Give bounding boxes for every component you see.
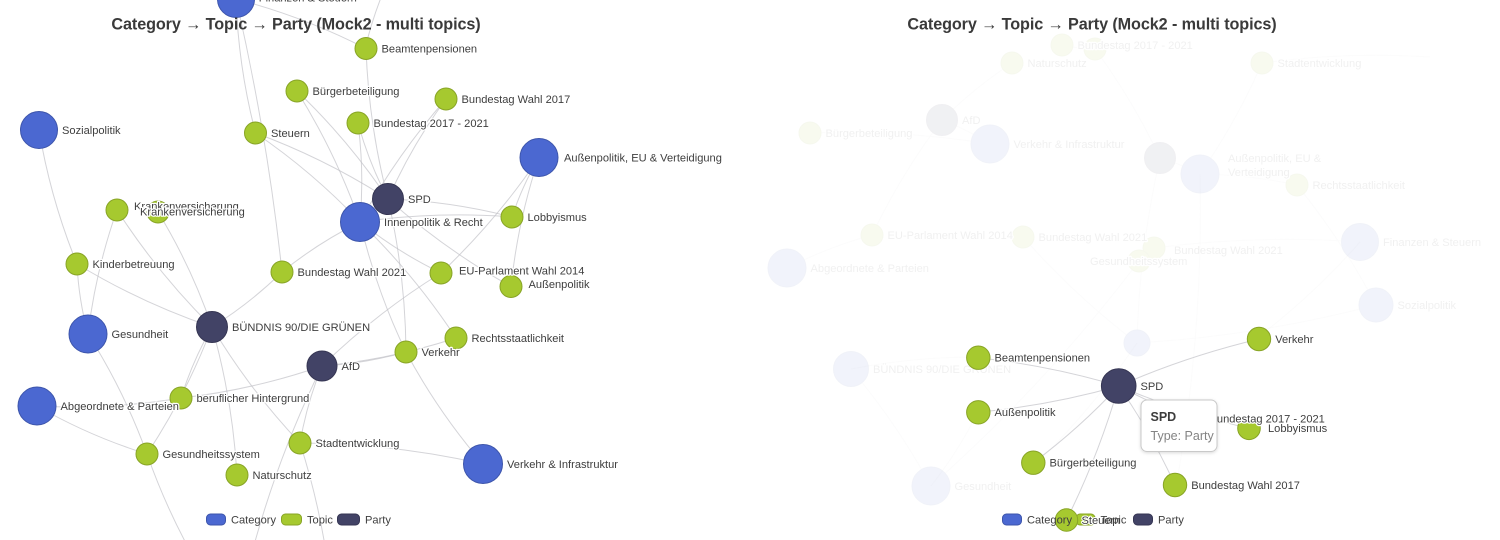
svg-text:Rechtsstaatlichkeit: Rechtsstaatlichkeit [1313, 180, 1406, 192]
svg-text:AfD: AfD [342, 361, 361, 373]
svg-text:Bundestag Wahl 2021: Bundestag Wahl 2021 [1174, 245, 1283, 257]
svg-text:Category: Category [1027, 515, 1072, 527]
svg-text:Beamtenpensionen: Beamtenpensionen [382, 43, 478, 55]
svg-text:Außenpolitik: Außenpolitik [995, 407, 1057, 419]
svg-text:Außenpolitik, EU & Verteidigun: Außenpolitik, EU & Verteidigung [564, 152, 722, 164]
svg-text:SPD: SPD [1151, 410, 1177, 424]
svg-text:Naturschutz: Naturschutz [1028, 58, 1087, 70]
svg-text:Verkehr: Verkehr [422, 347, 461, 359]
svg-text:Verkehr & Infrastruktur: Verkehr & Infrastruktur [1014, 139, 1125, 151]
svg-text:BÜNDNIS 90/DIE GRÜNEN: BÜNDNIS 90/DIE GRÜNEN [873, 364, 1011, 376]
svg-text:Abgeordnete & Parteien: Abgeordnete & Parteien [811, 263, 929, 275]
svg-text:Topic: Topic [307, 515, 333, 527]
svg-text:Beamtenpensionen: Beamtenpensionen [995, 353, 1091, 365]
svg-text:Finanzen & Steuern: Finanzen & Steuern [1383, 237, 1481, 249]
svg-text:Gesundheitssystem: Gesundheitssystem [1090, 256, 1187, 268]
svg-text:Bundestag Wahl 2017: Bundestag Wahl 2017 [1191, 480, 1300, 492]
svg-text:Steuern: Steuern [271, 128, 310, 140]
svg-text:Bürgerbeteiligung: Bürgerbeteiligung [826, 128, 913, 140]
svg-text:Party: Party [1158, 515, 1184, 527]
svg-text:Lobbyismus: Lobbyismus [1268, 423, 1328, 435]
svg-text:Kinderbetreuung: Kinderbetreuung [93, 259, 175, 271]
svg-text:Krankenversicherung: Krankenversicherung [140, 206, 245, 218]
svg-text:Innenpolitik & Recht: Innenpolitik & Recht [384, 217, 483, 229]
svg-text:Sozialpolitik: Sozialpolitik [1398, 300, 1457, 312]
svg-text:Party: Party [365, 515, 391, 527]
svg-text:beruflicher Hintergrund: beruflicher Hintergrund [197, 393, 310, 405]
svg-text:Sozialpolitik: Sozialpolitik [62, 125, 121, 137]
svg-text:Category → Topic → Party (Mock: Category → Topic → Party (Mock2 - multi … [907, 16, 1276, 34]
svg-text:Krankenversicherung,: Krankenversicherung, [134, 201, 242, 213]
svg-text:AfD: AfD [962, 115, 981, 127]
svg-text:Stadtentwicklung: Stadtentwicklung [1278, 58, 1362, 70]
svg-text:Gesundheitssystem: Gesundheitssystem [163, 449, 260, 461]
svg-text:Rechtsstaatlichkeit: Rechtsstaatlichkeit [472, 333, 565, 345]
svg-text:Bundestag Wahl 2021: Bundestag Wahl 2021 [1039, 232, 1148, 244]
svg-text:Stadtentwicklung: Stadtentwicklung [316, 438, 400, 450]
svg-text:Bundestag 2017 - 2021: Bundestag 2017 - 2021 [1078, 40, 1193, 52]
svg-text:Topic: Topic [1101, 515, 1127, 527]
svg-text:Bürgerbeteiligung: Bürgerbeteiligung [1050, 458, 1137, 470]
svg-text:Außenpolitik, EU &: Außenpolitik, EU & [1228, 153, 1322, 165]
svg-text:EU-Parlament Wahl 2014: EU-Parlament Wahl 2014 [459, 265, 584, 277]
svg-text:BÜNDNIS 90/DIE GRÜNEN: BÜNDNIS 90/DIE GRÜNEN [232, 322, 370, 334]
svg-text:Steuern: Steuern [1082, 515, 1121, 527]
svg-text:Bürgerbeteiligung: Bürgerbeteiligung [313, 86, 400, 98]
svg-text:Abgeordnete & Parteien: Abgeordnete & Parteien [61, 401, 179, 413]
svg-text:Bundestag 2017 - 2021: Bundestag 2017 - 2021 [1210, 413, 1325, 425]
svg-text:EU-Parlament Wahl 2014: EU-Parlament Wahl 2014 [888, 230, 1013, 242]
svg-text:Gesundheit: Gesundheit [112, 329, 169, 341]
svg-text:Naturschutz: Naturschutz [253, 470, 312, 482]
svg-text:Gesundheit: Gesundheit [955, 481, 1012, 493]
svg-text:Category: Category [231, 515, 276, 527]
svg-text:Verkehr: Verkehr [1275, 334, 1314, 346]
svg-text:Verteidigung: Verteidigung [1228, 167, 1290, 179]
svg-text:Bundestag Wahl 2021: Bundestag Wahl 2021 [298, 267, 407, 279]
svg-text:Category → Topic → Party (Mock: Category → Topic → Party (Mock2 - multi … [111, 16, 480, 34]
svg-text:Außenpolitik: Außenpolitik [529, 279, 591, 291]
svg-text:Lobbyismus: Lobbyismus [528, 212, 588, 224]
svg-text:Finanzen & Steuern: Finanzen & Steuern [259, 0, 357, 4]
svg-text:SPD: SPD [408, 194, 431, 206]
svg-text:SPD: SPD [1141, 381, 1164, 393]
svg-text:Bundestag Wahl 2017: Bundestag Wahl 2017 [462, 94, 571, 106]
svg-text:Bundestag 2017 - 2021: Bundestag 2017 - 2021 [374, 118, 489, 130]
svg-text:Verkehr & Infrastruktur: Verkehr & Infrastruktur [507, 459, 618, 471]
svg-text:Type: Party: Type: Party [1151, 429, 1215, 443]
